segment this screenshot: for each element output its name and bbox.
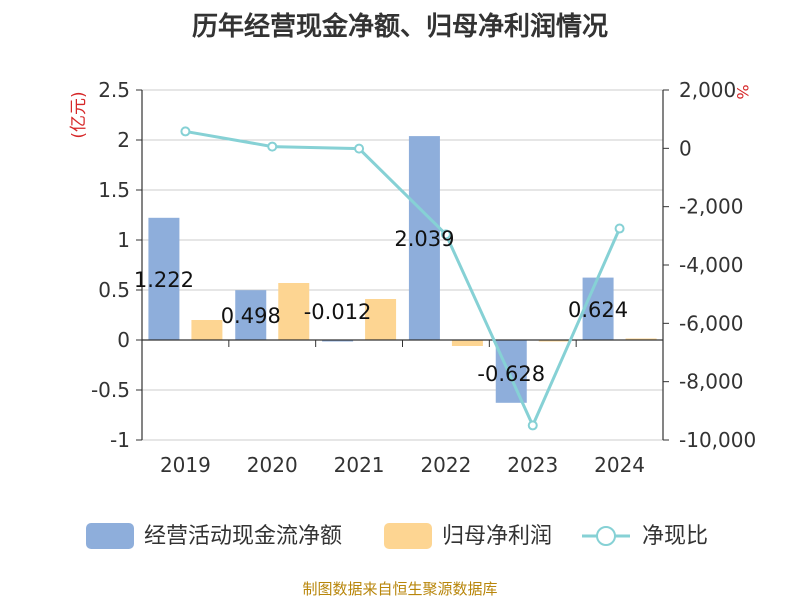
right-tick-label: 2,000 [679, 78, 736, 102]
bar-operating-cashflow [235, 290, 267, 340]
left-tick-label: -0.5 [91, 378, 130, 402]
data-label: -0.628 [477, 362, 545, 386]
left-tick-label: 0.5 [98, 278, 130, 302]
data-label: -0.012 [304, 300, 372, 324]
data-label: 2.039 [394, 227, 454, 251]
category-label: 2019 [160, 453, 211, 477]
bar-operating-cashflow [408, 136, 440, 340]
data-label: 0.624 [568, 298, 628, 322]
bars [148, 136, 657, 403]
left-tick-label: 0 [117, 328, 130, 352]
line-point [527, 420, 538, 431]
line-point [354, 143, 365, 154]
left-tick-label: 2 [117, 128, 130, 152]
right-axis-unit: % [733, 84, 752, 99]
right-tick-label: -8,000 [679, 370, 743, 394]
data-labels: 1.222 0.498 -0.012 2.039 -0.628 0.624 [134, 227, 628, 386]
category-label: 2022 [420, 453, 471, 477]
line-point [614, 223, 625, 234]
left-tick-label: -1 [110, 428, 130, 452]
left-axis-unit: (亿元) [69, 91, 89, 138]
line-point [267, 141, 278, 152]
bar-net-profit [278, 283, 310, 340]
category-label: 2023 [507, 453, 558, 477]
bar-operating-cashflow [495, 340, 527, 403]
bar-net-profit [538, 340, 570, 342]
right-tick-label: -10,000 [679, 428, 756, 452]
legend-label: 经营活动现金流净额 [144, 524, 342, 549]
category-label: 2021 [334, 453, 385, 477]
bar-net-profit [625, 338, 657, 340]
legend-marker [596, 526, 616, 546]
right-tick-label: -2,000 [679, 195, 743, 219]
legend-label: 净现比 [642, 524, 708, 549]
legend-label: 归母净利润 [442, 524, 552, 549]
data-label: 0.498 [221, 304, 281, 328]
legend-swatch-operating-cashflow [86, 523, 134, 549]
bar-operating-cashflow [322, 340, 354, 342]
line-cash-ratio [185, 129, 621, 430]
bar-operating-cashflow [582, 277, 614, 340]
data-label: 1.222 [134, 268, 194, 292]
axes: 2.5 2 1.5 1 0.5 0 -0.5 -1 2,000 0 -2,000 -4,000 -6,0… [69, 78, 756, 477]
left-tick-label: 2.5 [98, 78, 130, 102]
right-tick-label: 0 [679, 136, 692, 160]
grid-lines [142, 89, 663, 441]
right-tick-label: -4,000 [679, 253, 743, 277]
bar-net-profit [451, 340, 483, 346]
line-point [180, 126, 191, 137]
left-tick-label: 1.5 [98, 178, 130, 202]
line-series [180, 126, 625, 431]
bar-net-profit [365, 299, 397, 340]
legend: 经营活动现金流净额 归母净利润 净现比 [86, 523, 708, 549]
source-note: 制图数据来自恒生聚源数据库 [302, 580, 498, 598]
left-tick-label: 1 [117, 228, 130, 252]
category-label: 2024 [594, 453, 645, 477]
bar-net-profit [191, 320, 223, 340]
right-tick-label: -6,000 [679, 311, 743, 335]
bar-operating-cashflow [148, 217, 180, 340]
category-label: 2020 [247, 453, 298, 477]
legend-swatch-net-profit [384, 523, 432, 549]
line-point [440, 229, 451, 240]
chart-title: 历年经营现金净额、归母净利润情况 [191, 12, 608, 42]
